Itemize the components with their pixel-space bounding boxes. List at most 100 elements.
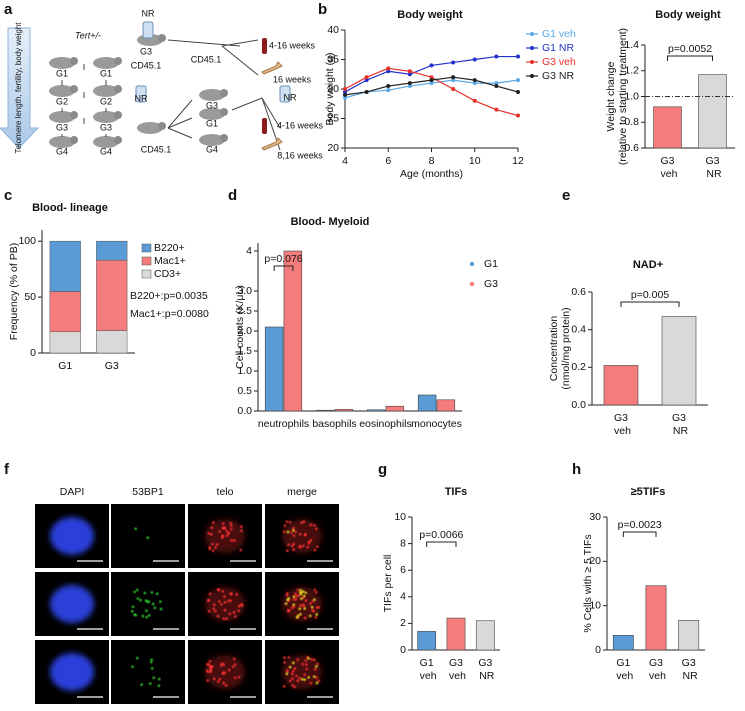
legend-marker <box>530 60 534 64</box>
telomere-spot <box>237 604 241 608</box>
foci-spot <box>152 676 156 680</box>
bar-segment <box>96 330 128 354</box>
foci-spot <box>300 591 304 594</box>
chart-title: Blood- lineage <box>32 202 108 214</box>
schematic-label: G4 <box>56 146 68 156</box>
legend-swatch <box>141 243 152 253</box>
schematic-label: G4 <box>100 146 112 156</box>
panel-letter: a <box>4 1 13 18</box>
data-point <box>407 69 412 74</box>
blood-tube <box>262 118 267 134</box>
telomere-spot <box>218 600 221 603</box>
telomere-spot <box>290 544 294 548</box>
y-axis-label: % Cells with ≥ 5 TIFs <box>582 534 594 632</box>
telomere-spot <box>222 681 225 685</box>
telomere-spot <box>228 612 232 616</box>
telomere-spot <box>210 533 213 536</box>
data-point <box>516 89 520 94</box>
data-point <box>451 78 456 83</box>
data-point <box>386 88 391 93</box>
data-point <box>494 84 499 89</box>
data-point <box>516 78 520 83</box>
telomere-spot <box>291 669 295 673</box>
x-tick-label: 6 <box>385 155 391 167</box>
y-tick-label: 0 <box>595 644 601 656</box>
x-tick-label: 12 <box>512 155 524 167</box>
telomere-spot <box>303 616 307 620</box>
micrograph <box>265 572 339 636</box>
foci-spot <box>131 605 135 609</box>
panel-letter: b <box>318 1 327 18</box>
telomere-spot <box>233 539 236 542</box>
nucleus-glow <box>282 519 322 553</box>
mouse-icon <box>199 134 225 146</box>
telomere-spot <box>305 667 309 671</box>
foci-spot <box>136 597 140 600</box>
telomere-spot <box>291 677 294 680</box>
schematic-label: 8,16 weeks <box>277 150 323 160</box>
foci-spot <box>157 677 161 681</box>
schematic-arrow <box>231 97 263 111</box>
foci-spot <box>134 613 138 617</box>
foci-spot <box>292 528 295 532</box>
telomere-spot <box>206 599 210 602</box>
mouse-icon <box>199 89 225 101</box>
y-tick-label: 8 <box>400 537 406 549</box>
nucleus <box>50 653 94 691</box>
micrograph <box>188 572 262 636</box>
y-tick-label: 40 <box>327 24 339 36</box>
legend-label: G3 veh <box>542 56 576 68</box>
y-tick-label: 1.4 <box>624 39 639 51</box>
schematic-label: G3 <box>140 46 152 56</box>
x-tick-label: neutrophils <box>258 418 309 430</box>
telomere-spot <box>308 540 311 544</box>
schematic-arrow <box>221 45 259 76</box>
data-point <box>407 72 412 77</box>
foci-spot <box>145 615 148 619</box>
data-point <box>451 87 456 91</box>
telomere-spot <box>221 522 225 526</box>
schematic-label: 4-16 weeks <box>269 40 316 50</box>
telomere-spot <box>215 543 219 546</box>
y-axis-label: Body weight (g) <box>324 53 336 126</box>
telomere-spot <box>208 547 212 551</box>
x-tick-label: eosinophils <box>359 418 412 430</box>
foci-spot <box>285 672 289 676</box>
telomere-spot <box>309 681 313 685</box>
telomere-spot <box>317 679 321 683</box>
legend-label: G1 veh <box>542 28 576 40</box>
legend-marker <box>469 261 475 267</box>
telomere-spot <box>221 672 225 675</box>
foci-spot <box>300 677 304 681</box>
y-tick-label: 0 <box>30 347 36 359</box>
telomere-spot <box>309 602 312 606</box>
schematic-label: G3 <box>56 122 68 132</box>
bar <box>645 585 667 651</box>
telomere-spot <box>293 667 297 670</box>
data-point <box>429 75 434 80</box>
telomere-spot <box>287 656 291 659</box>
chart-title: ≥5TIFs <box>631 486 666 498</box>
schematic-arrow <box>221 39 259 47</box>
data-point <box>429 63 434 68</box>
telomere-spot <box>315 676 318 680</box>
foci-spot <box>307 657 310 660</box>
data-point <box>472 81 477 86</box>
nucleus <box>50 585 94 623</box>
telomere-spot <box>317 605 320 609</box>
y-tick-label: 0.6 <box>571 286 586 298</box>
mouse-icon <box>137 122 163 134</box>
telomere-spot <box>227 668 231 672</box>
mouse-head <box>220 134 228 142</box>
telomere-spot <box>216 680 220 683</box>
vial-icon <box>142 21 154 39</box>
row-label: G3 NR <box>343 666 376 678</box>
legend-label: G1 <box>484 258 498 270</box>
telomere-spot <box>220 664 223 667</box>
legend-label: G1 NR <box>542 42 575 54</box>
y-axis-label: Cell counts (K/μL) <box>234 285 246 369</box>
telomere-spot <box>231 665 235 668</box>
y-tick-label: 100 <box>18 235 36 247</box>
telomere-spot <box>316 662 319 666</box>
telomere-spot <box>222 617 226 621</box>
